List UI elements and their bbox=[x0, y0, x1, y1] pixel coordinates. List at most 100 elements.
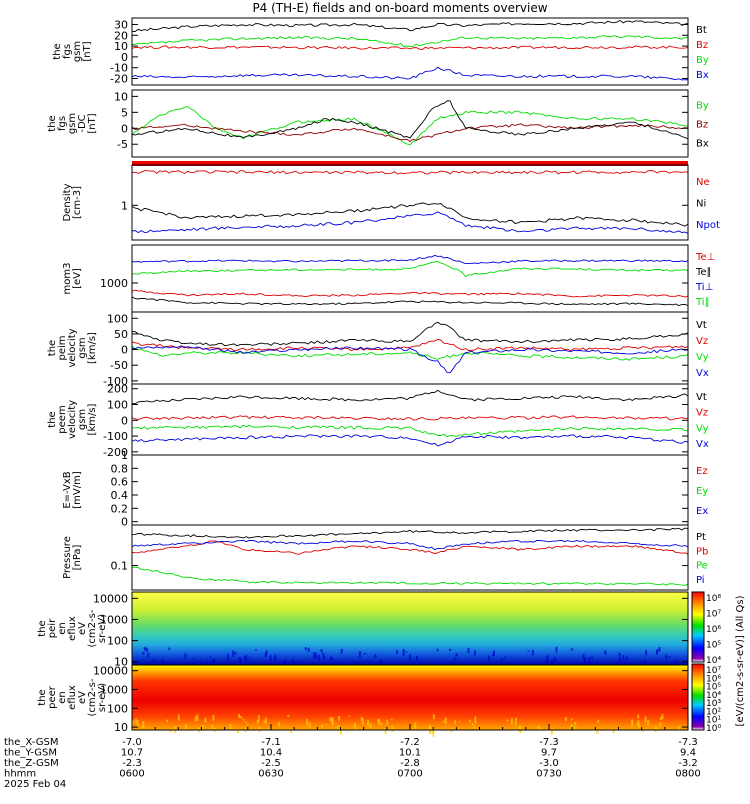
spectrogram-speck bbox=[553, 657, 556, 662]
spectrogram-speck bbox=[380, 722, 383, 726]
series-line-density-1 bbox=[131, 202, 689, 227]
spectrogram-speck bbox=[546, 655, 549, 660]
y-tick-label: 100 bbox=[107, 312, 128, 325]
spectrogram-speck bbox=[246, 723, 249, 725]
y-tick-label: 0 bbox=[121, 51, 128, 64]
ylabel-line: fgs bbox=[57, 116, 68, 131]
spectrogram-speck bbox=[193, 658, 196, 660]
spectrogram-speck bbox=[644, 716, 647, 723]
spectrogram-speck bbox=[500, 658, 503, 660]
legend-label: By bbox=[696, 100, 709, 111]
series-line-fgs_gsm_dc-0 bbox=[131, 106, 689, 146]
spectrogram-speck bbox=[661, 713, 664, 720]
ylabel-line: Density bbox=[62, 183, 73, 221]
spectrogram-speck bbox=[430, 727, 433, 729]
colorbar-tick-label: 10⁸ bbox=[706, 594, 721, 604]
spectrogram-speck bbox=[474, 716, 477, 724]
panel-frame bbox=[131, 454, 689, 526]
spectrogram-speck bbox=[582, 654, 585, 660]
x-axis-value: -7.2 bbox=[400, 737, 420, 748]
spectrogram-speck bbox=[429, 727, 431, 734]
series-line-mom-0 bbox=[131, 289, 689, 298]
spectrogram-speck bbox=[444, 717, 447, 725]
series-line-fgs_gsm-0 bbox=[131, 19, 689, 32]
legend-label: By bbox=[696, 55, 709, 66]
panel-ylabel: thefgsgsm-DC[nT] bbox=[47, 113, 98, 134]
ylabel-line: en bbox=[57, 691, 68, 704]
legend-label: Bx bbox=[696, 70, 709, 81]
ylabel-line: en bbox=[57, 622, 68, 635]
spectrogram-speck bbox=[369, 723, 372, 729]
y-tick-label: 0 bbox=[121, 414, 128, 427]
ylabel-line: gsm bbox=[77, 409, 88, 430]
ylabel-line: gsm bbox=[77, 337, 88, 358]
spectrogram-speck bbox=[169, 729, 172, 733]
legend-label: Vy bbox=[696, 423, 709, 434]
spectrogram-speck bbox=[665, 654, 668, 660]
spectrogram-speck bbox=[637, 714, 640, 719]
spectrogram-speck bbox=[454, 657, 457, 661]
spectrogram-speck bbox=[565, 717, 567, 721]
series-line-peim_velocity-3 bbox=[131, 345, 689, 374]
panel-ylabel: thepeimvelocitygsm[km/s] bbox=[47, 328, 98, 367]
y-tick-label: 10 bbox=[114, 90, 128, 103]
x-axis-row-label: hhmm bbox=[4, 769, 36, 780]
spectrogram-speck bbox=[588, 657, 591, 664]
x-axis-value: -7.1 bbox=[261, 737, 281, 748]
spectrogram-speck bbox=[168, 647, 171, 650]
y-tick-label: 0 bbox=[121, 344, 128, 357]
spectrogram-speck bbox=[313, 652, 316, 659]
spectrogram-speck bbox=[291, 659, 294, 666]
spectrogram-speck bbox=[237, 729, 240, 734]
x-axis-value: -7.0 bbox=[122, 737, 142, 748]
spectrogram-speck bbox=[287, 714, 290, 717]
spectrogram-speck bbox=[354, 722, 357, 730]
spectrogram-speck bbox=[337, 725, 340, 732]
x-axis-row-label: 2025 Feb 04 bbox=[4, 779, 66, 790]
y-tick-label: -5 bbox=[117, 138, 128, 151]
ylabel-line: [km/s] bbox=[87, 332, 98, 364]
panel-mom: 1000 mom3[eV] Te⊥ Te∥ Ti⊥ Ti∥ bbox=[62, 244, 715, 313]
y-tick-label: -100 bbox=[103, 430, 128, 443]
spectrogram-speck bbox=[619, 657, 621, 662]
spectrogram-speck bbox=[211, 724, 214, 729]
spectrogram-speck bbox=[366, 719, 369, 726]
series-line-mom-1 bbox=[131, 296, 689, 306]
spectrogram-speck bbox=[147, 652, 150, 658]
spectrogram-speck bbox=[454, 720, 456, 724]
spectrogram-speck bbox=[256, 720, 259, 724]
y-tick-label: 1000 bbox=[100, 683, 128, 696]
panel-ylabel: thepeirenefluxeV(cm2-s-sr-eV) bbox=[37, 609, 108, 647]
spectrogram-speck bbox=[551, 728, 553, 735]
legend-label: Ne bbox=[696, 177, 710, 188]
legend-label: Pb bbox=[696, 546, 708, 557]
spectrogram-speck bbox=[584, 657, 587, 664]
spectrogram-speck bbox=[590, 662, 593, 665]
x-axis-value: -3.2 bbox=[678, 758, 698, 769]
red-status-bar bbox=[132, 161, 688, 166]
spectrogram-speck bbox=[643, 660, 646, 667]
series-line-peem_velocity-1 bbox=[131, 415, 689, 421]
ylabel-line: sr-eV) bbox=[97, 683, 108, 712]
y-tick-label: 0.8 bbox=[111, 462, 129, 475]
spectrogram-speck bbox=[320, 649, 323, 653]
x-axis-row-label: the_Z-GSM bbox=[4, 758, 59, 769]
spectrogram-speck bbox=[239, 715, 242, 718]
spectrogram-speck bbox=[514, 720, 517, 726]
legend-label: Bt bbox=[696, 25, 707, 36]
spectrogram-speck bbox=[654, 725, 657, 733]
colorbar-tick-label: 10⁷ bbox=[706, 666, 721, 676]
y-tick-label: 0.2 bbox=[111, 502, 129, 515]
spectrogram-speck bbox=[348, 715, 351, 717]
panel-efield: 10.80.60.40.20 E=-VxB[mV/m] Ez Ey Ex bbox=[62, 449, 708, 529]
spectrogram-speck bbox=[268, 727, 271, 729]
spectrogram-speck bbox=[210, 661, 213, 663]
spectrogram-speck bbox=[329, 717, 332, 722]
spectrogram-speck bbox=[537, 725, 540, 729]
spectrogram-speck bbox=[453, 727, 456, 730]
spectrogram-speck bbox=[538, 726, 541, 730]
spectrogram-speck bbox=[289, 728, 292, 733]
spectrogram-speck bbox=[277, 721, 280, 727]
